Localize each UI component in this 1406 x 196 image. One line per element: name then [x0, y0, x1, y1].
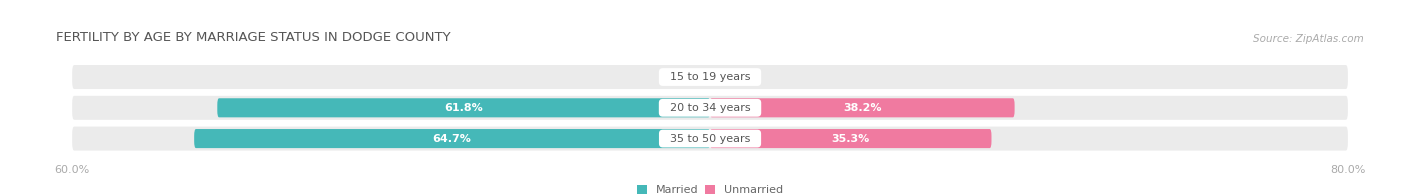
- Text: 0.0%: 0.0%: [669, 72, 697, 82]
- FancyBboxPatch shape: [710, 98, 1015, 117]
- FancyBboxPatch shape: [72, 96, 1348, 120]
- Text: 0.0%: 0.0%: [723, 72, 751, 82]
- Text: 15 to 19 years: 15 to 19 years: [662, 72, 758, 82]
- FancyBboxPatch shape: [218, 98, 710, 117]
- Legend: Married, Unmarried: Married, Unmarried: [637, 185, 783, 195]
- Text: Source: ZipAtlas.com: Source: ZipAtlas.com: [1253, 34, 1364, 44]
- Text: 35 to 50 years: 35 to 50 years: [662, 133, 758, 143]
- Text: 35.3%: 35.3%: [831, 133, 870, 143]
- Text: 20 to 34 years: 20 to 34 years: [662, 103, 758, 113]
- Text: 38.2%: 38.2%: [844, 103, 882, 113]
- FancyBboxPatch shape: [72, 65, 1348, 89]
- Text: 61.8%: 61.8%: [444, 103, 484, 113]
- Text: 64.7%: 64.7%: [433, 133, 471, 143]
- FancyBboxPatch shape: [72, 127, 1348, 151]
- FancyBboxPatch shape: [194, 129, 710, 148]
- FancyBboxPatch shape: [710, 129, 991, 148]
- Text: FERTILITY BY AGE BY MARRIAGE STATUS IN DODGE COUNTY: FERTILITY BY AGE BY MARRIAGE STATUS IN D…: [56, 31, 451, 44]
